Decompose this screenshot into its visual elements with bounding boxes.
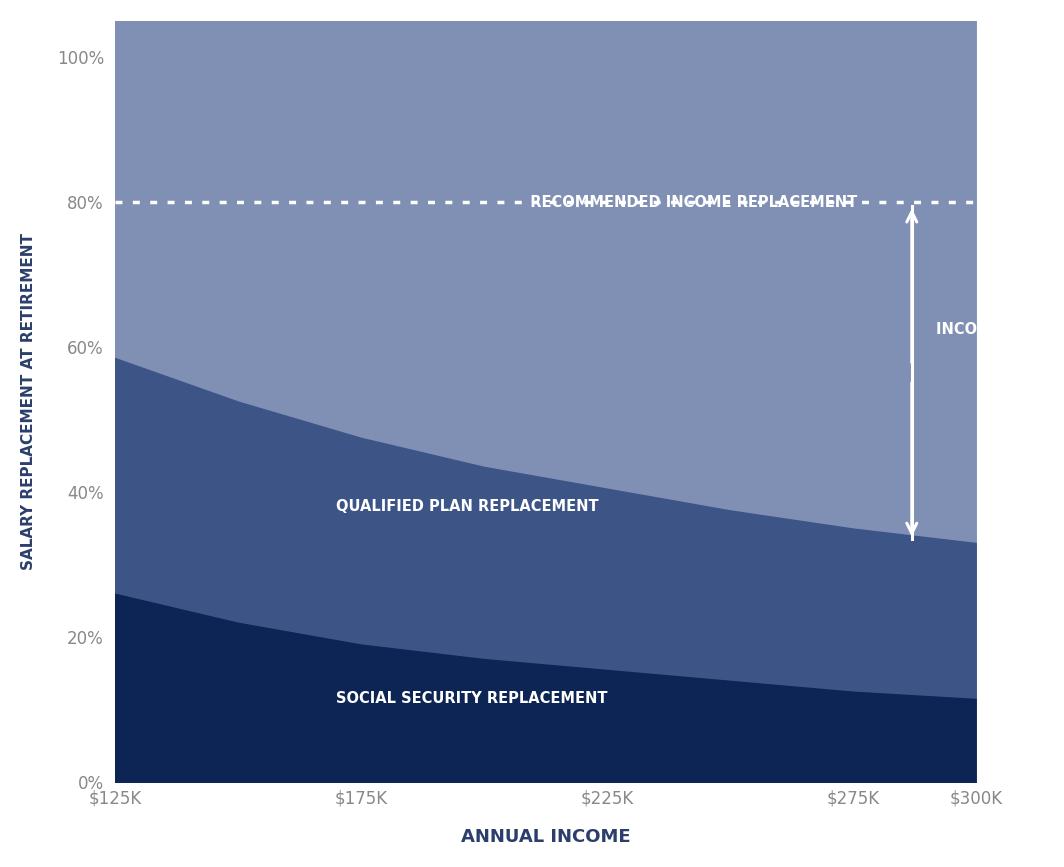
Text: SOCIAL SECURITY REPLACEMENT: SOCIAL SECURITY REPLACEMENT — [336, 692, 608, 707]
Y-axis label: SALARY REPLACEMENT AT RETIREMENT: SALARY REPLACEMENT AT RETIREMENT — [21, 233, 36, 570]
Text: QUALIFIED PLAN REPLACEMENT: QUALIFIED PLAN REPLACEMENT — [336, 499, 599, 514]
Text: RECOMMENDED INCOME REPLACEMENT: RECOMMENDED INCOME REPLACEMENT — [519, 195, 857, 210]
X-axis label: ANNUAL INCOME: ANNUAL INCOME — [461, 828, 630, 846]
Text: INCOME GAP: INCOME GAP — [936, 322, 1042, 336]
